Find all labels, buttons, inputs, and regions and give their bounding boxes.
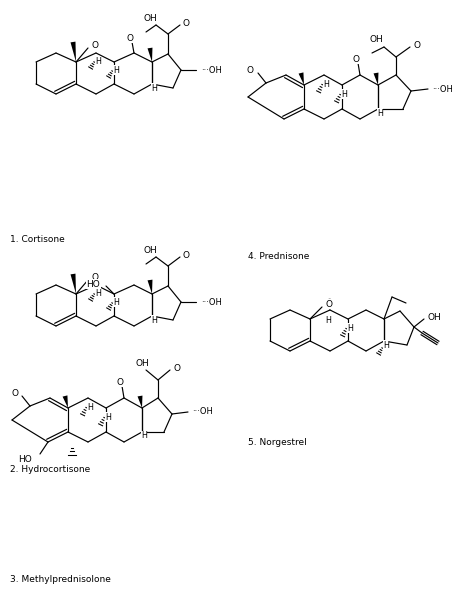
Text: ···OH: ···OH — [201, 65, 222, 74]
Text: O: O — [174, 363, 181, 372]
Text: H: H — [95, 57, 101, 65]
Text: H: H — [105, 412, 111, 422]
Text: H: H — [113, 65, 119, 74]
Text: H: H — [323, 80, 329, 88]
Text: O: O — [127, 34, 134, 42]
Text: H: H — [377, 108, 383, 117]
Text: ···OH: ···OH — [432, 84, 453, 94]
Text: H: H — [325, 316, 331, 325]
Text: OH: OH — [428, 313, 442, 322]
Text: H: H — [141, 432, 147, 441]
Polygon shape — [299, 72, 304, 85]
Text: H: H — [341, 90, 347, 98]
Text: O: O — [326, 299, 333, 309]
Text: ···OH: ···OH — [201, 297, 222, 306]
Text: H: H — [113, 297, 119, 306]
Polygon shape — [137, 396, 143, 408]
Text: 3. Methylprednisolone: 3. Methylprednisolone — [10, 575, 111, 584]
Text: 1. Cortisone: 1. Cortisone — [10, 235, 65, 244]
Text: O: O — [183, 18, 190, 28]
Text: O: O — [92, 273, 99, 282]
Polygon shape — [374, 72, 378, 85]
Text: ···OH: ···OH — [192, 408, 213, 416]
Text: OH: OH — [369, 35, 383, 44]
Polygon shape — [147, 280, 153, 294]
Polygon shape — [71, 274, 76, 294]
Text: O: O — [117, 378, 124, 386]
Text: 5. Norgestrel: 5. Norgestrel — [248, 438, 307, 447]
Text: H: H — [87, 402, 93, 412]
Polygon shape — [326, 299, 330, 310]
Text: O: O — [414, 41, 421, 49]
Text: H: H — [95, 289, 101, 297]
Text: O: O — [11, 389, 18, 398]
Text: H: H — [383, 340, 389, 349]
Text: OH: OH — [143, 246, 157, 254]
Text: 2. Hydrocortisone: 2. Hydrocortisone — [10, 465, 90, 474]
Polygon shape — [63, 395, 68, 408]
Text: H: H — [151, 84, 157, 92]
Text: O: O — [183, 250, 190, 260]
Text: O: O — [247, 65, 254, 74]
Text: 4. Prednisone: 4. Prednisone — [248, 252, 310, 261]
Text: O: O — [92, 41, 99, 49]
Polygon shape — [147, 48, 153, 62]
Text: OH: OH — [135, 359, 149, 368]
Text: H: H — [347, 323, 353, 333]
Text: OH: OH — [143, 14, 157, 22]
Text: O: O — [353, 55, 359, 64]
Text: HO: HO — [18, 455, 32, 465]
Text: H: H — [151, 316, 157, 325]
Polygon shape — [71, 42, 76, 62]
Text: HO: HO — [86, 280, 100, 289]
